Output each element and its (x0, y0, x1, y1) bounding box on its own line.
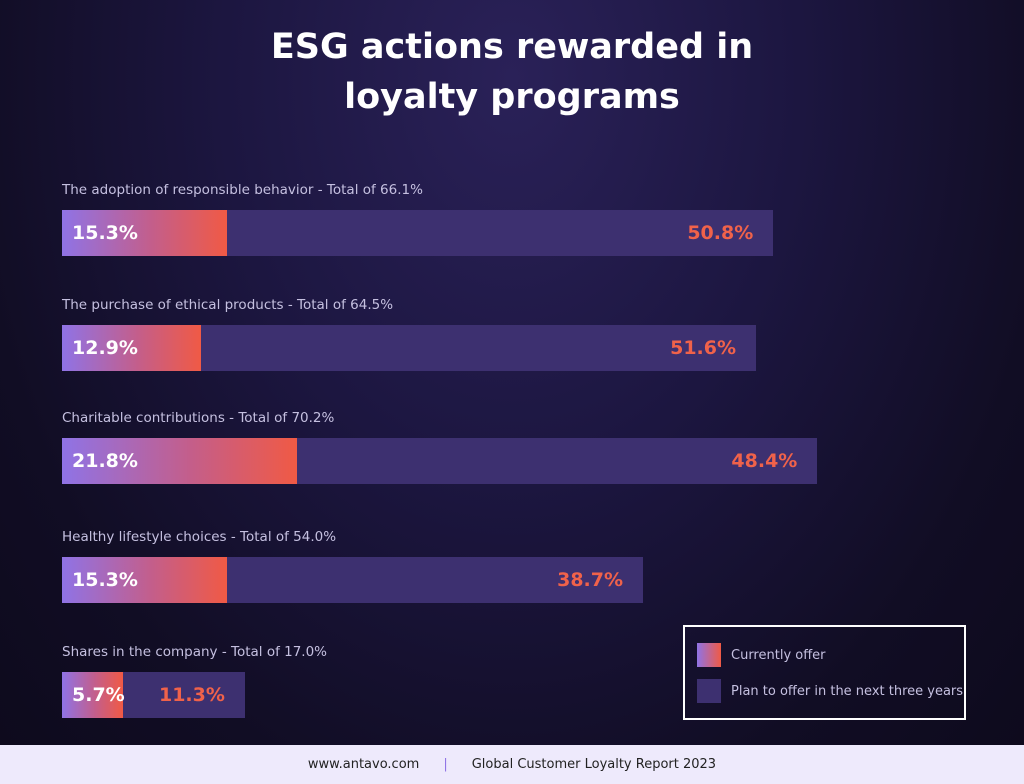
value-label-plan: 48.4% (731, 450, 798, 472)
category-label: Shares in the company - Total of 17.0% (62, 644, 328, 660)
bar-current (62, 325, 201, 371)
bar-plan: 15.3% 50.8% (62, 210, 774, 256)
legend-item-current: Currently offer (697, 643, 826, 667)
chart-title: ESG actions rewarded in loyalty programs (0, 22, 1024, 122)
legend-label: Plan to offer in the next three years (731, 683, 964, 699)
footer-report: Global Customer Loyalty Report 2023 (471, 757, 717, 772)
value-label-plan: 51.6% (670, 337, 737, 359)
footer-site-link[interactable]: www.antavo.com (307, 757, 420, 772)
footer: www.antavo.com | Global Customer Loyalty… (0, 745, 1024, 784)
bar-plan: 21.8% 48.4% (62, 438, 818, 484)
legend-item-plan: Plan to offer in the next three years (697, 679, 963, 703)
legend-swatch-plan (697, 679, 721, 703)
category-label: Charitable contributions - Total of 70.2… (62, 410, 335, 426)
legend: Currently offer Plan to offer in the nex… (683, 625, 966, 720)
value-label-current: 5.7% (72, 684, 125, 706)
value-label-plan: 50.8% (687, 222, 754, 244)
value-label-current: 12.9% (72, 337, 138, 359)
bar-plan: 5.7% 11.3% (62, 672, 245, 718)
value-label-plan: 11.3% (158, 684, 225, 706)
title-line-1: ESG actions rewarded in (270, 27, 754, 67)
value-label-current: 15.3% (72, 569, 138, 591)
bar-current (62, 557, 227, 603)
category-label: Healthy lifestyle choices - Total of 54.… (62, 529, 337, 545)
legend-swatch-current (697, 643, 721, 667)
category-label: The adoption of responsible behavior - T… (62, 182, 423, 198)
value-label-current: 15.3% (72, 222, 138, 244)
value-label-current: 21.8% (72, 450, 138, 472)
bar-current (62, 438, 297, 484)
bar-current (62, 672, 124, 718)
bar-current (62, 210, 227, 256)
value-label-plan: 38.7% (557, 569, 624, 591)
bar-plan: 12.9% 51.6% (62, 325, 757, 371)
category-label: The purchase of ethical products - Total… (62, 297, 394, 313)
title-line-2: loyalty programs (344, 77, 680, 117)
bar-plan: 15.3% 38.7% (62, 557, 644, 603)
footer-separator: | (443, 757, 448, 772)
legend-label: Currently offer (731, 647, 826, 663)
